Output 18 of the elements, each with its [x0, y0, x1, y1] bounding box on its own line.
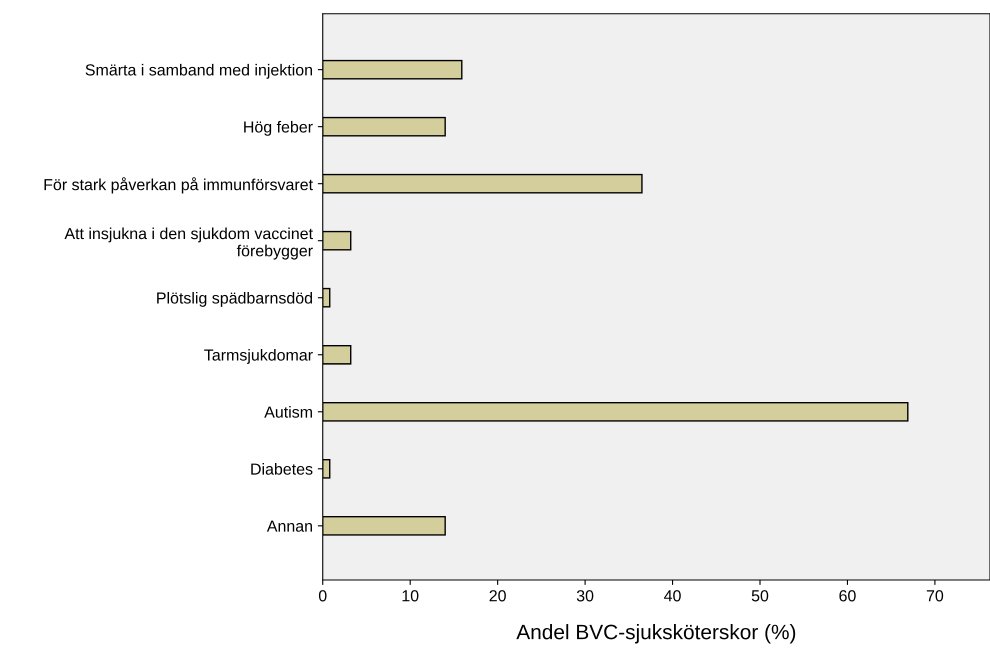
x-tick-label: 50 — [752, 590, 768, 602]
x-tick-label: 40 — [664, 590, 681, 602]
y-tick-label: Plötslig spädbarnsdöd — [157, 292, 312, 307]
y-tick-label: Diabetes — [251, 463, 312, 475]
x-tick-label: 20 — [490, 590, 506, 602]
y-tick-label: Tarmsjukdomar — [204, 348, 313, 364]
y-tick-label: Hög feber — [244, 120, 313, 136]
y-tick-label: Annan — [266, 520, 312, 532]
x-tick-label: 30 — [576, 590, 594, 602]
y-tick-label: Smärta i samband med injektion — [86, 64, 312, 79]
y-tick-label: För stark påverkan på immunförsvaret — [44, 177, 313, 194]
x-tick-label: 0 — [318, 590, 327, 602]
x-tick-label: 10 — [402, 590, 418, 602]
x-tick-label: 60 — [839, 590, 856, 602]
x-tick-label: 70 — [926, 590, 944, 602]
y-tick-label: Att insjukna i den sjukdom vaccinet förebygger — [64, 227, 313, 260]
y-tick-label: Autism — [264, 406, 312, 418]
x-axis-title: Andel BVC-sjuksköterskor (%) — [516, 624, 796, 644]
